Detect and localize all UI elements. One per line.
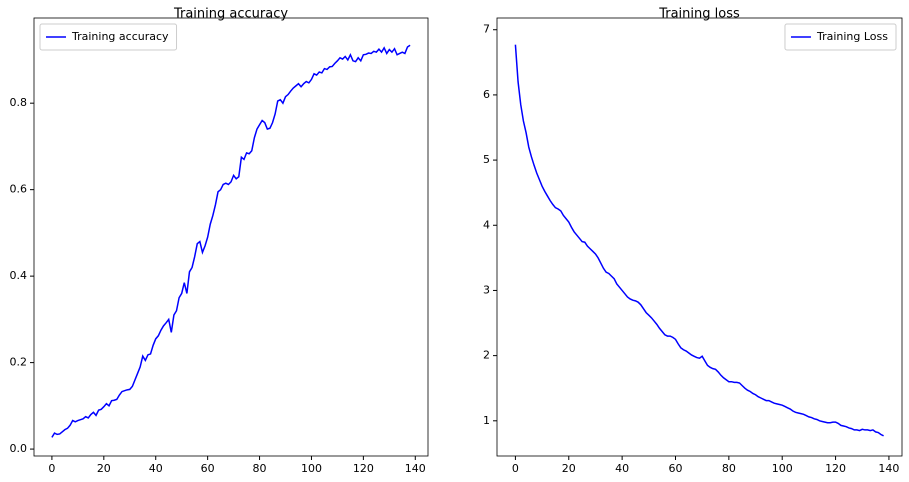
axes-frame [496, 17, 903, 457]
x-tick-label: 120 [825, 462, 846, 475]
x-tick-label: 20 [97, 462, 111, 475]
x-tick-label: 120 [353, 462, 374, 475]
x-tick-label: 40 [149, 462, 163, 475]
x-tick-label: 100 [772, 462, 793, 475]
x-tick-label: 140 [878, 462, 899, 475]
y-tick-label: 5 [483, 153, 490, 166]
legend-frame [784, 23, 897, 51]
x-tick-label: 60 [668, 462, 682, 475]
data-line [514, 44, 884, 437]
y-tick-label: 4 [483, 218, 490, 231]
data-line [51, 44, 411, 438]
x-tick-label: 60 [201, 462, 215, 475]
x-tick-label: 80 [253, 462, 267, 475]
x-tick-label: 80 [722, 462, 736, 475]
y-tick-label: 7 [483, 23, 490, 36]
chart-title: Training loss [658, 7, 740, 22]
x-tick-label: 100 [301, 462, 322, 475]
legend: Training Loss [784, 23, 897, 51]
y-tick-label: 0.2 [10, 356, 28, 369]
legend: Training accuracy [39, 23, 178, 51]
x-tick-label: 140 [405, 462, 426, 475]
y-tick-label: 2 [483, 349, 490, 362]
x-tick-label: 0 [48, 462, 55, 475]
legend-label: Training Loss [816, 30, 888, 43]
y-tick-label: 0.6 [10, 183, 28, 196]
legend-label: Training accuracy [71, 30, 169, 43]
chart-title: Training accuracy [173, 7, 288, 22]
axes-frame [33, 17, 429, 457]
x-tick-label: 20 [562, 462, 576, 475]
legend-frame [39, 23, 178, 51]
x-tick-label: 0 [512, 462, 519, 475]
y-tick-label: 3 [483, 283, 490, 296]
y-tick-label: 0.4 [10, 269, 28, 282]
y-tick-label: 0.8 [10, 96, 28, 109]
y-tick-label: 6 [483, 88, 490, 101]
x-tick-label: 40 [615, 462, 629, 475]
y-tick-label: 1 [483, 414, 490, 427]
y-tick-label: 0.0 [10, 442, 28, 455]
